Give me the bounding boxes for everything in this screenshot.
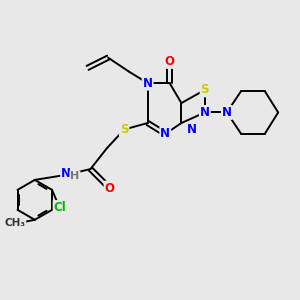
Text: N: N <box>187 123 197 136</box>
Text: H: H <box>70 171 80 182</box>
Text: CH₃: CH₃ <box>4 218 25 228</box>
Text: N: N <box>160 128 170 140</box>
Text: N: N <box>143 76 153 90</box>
Text: N: N <box>61 167 71 180</box>
Text: O: O <box>165 55 175 68</box>
Text: N: N <box>200 106 210 119</box>
Text: O: O <box>104 182 115 195</box>
Text: N: N <box>222 106 232 119</box>
Text: Cl: Cl <box>54 201 66 214</box>
Text: S: S <box>120 123 128 136</box>
Text: S: S <box>201 83 209 96</box>
